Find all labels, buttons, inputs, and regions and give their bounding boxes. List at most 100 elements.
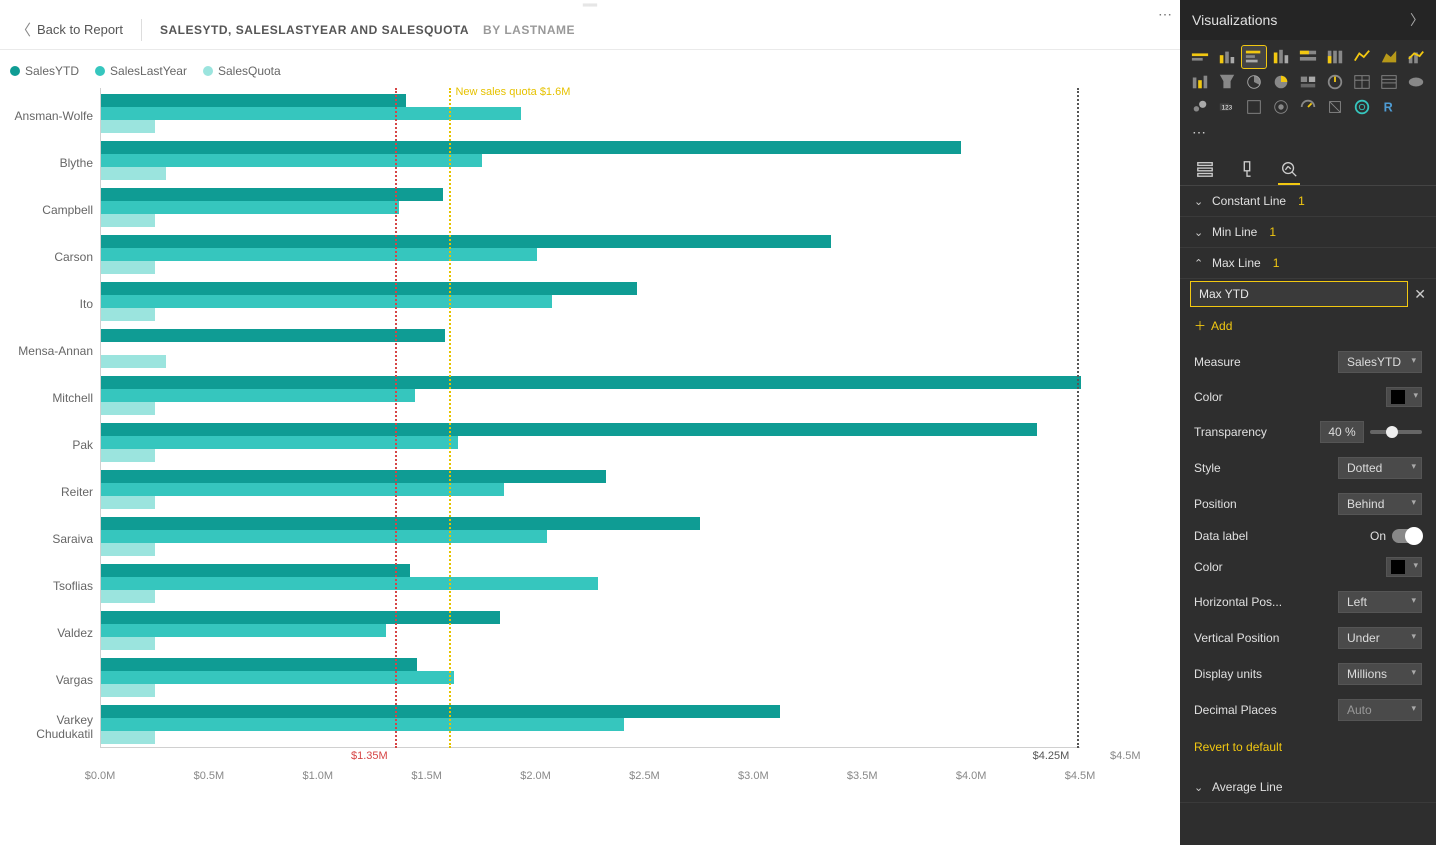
max-line-section[interactable]: ⌃ Max Line 1 [1180, 248, 1436, 279]
viz-type-icon[interactable] [1404, 71, 1428, 93]
bar[interactable] [101, 402, 155, 415]
bar[interactable] [101, 530, 547, 543]
bar[interactable] [101, 658, 417, 671]
bar[interactable] [101, 436, 458, 449]
viz-type-icon[interactable] [1188, 46, 1212, 68]
bar[interactable] [101, 449, 155, 462]
legend-item[interactable]: SalesLastYear [95, 64, 187, 78]
viz-type-icon[interactable] [1188, 71, 1212, 93]
units-dropdown[interactable]: Millions [1338, 663, 1422, 685]
bar[interactable] [101, 308, 155, 321]
viz-type-icon[interactable] [1269, 71, 1293, 93]
viz-type-icon[interactable] [1350, 46, 1374, 68]
bar[interactable] [101, 684, 155, 697]
bar[interactable] [101, 201, 399, 214]
style-dropdown[interactable]: Dotted [1338, 457, 1422, 479]
viz-type-icon[interactable] [1377, 46, 1401, 68]
viz-type-icon[interactable] [1242, 46, 1266, 68]
bar[interactable] [101, 141, 961, 154]
bar[interactable] [101, 543, 155, 556]
bar[interactable] [101, 188, 443, 201]
bar[interactable] [101, 517, 700, 530]
bar[interactable] [101, 282, 637, 295]
decimals-dropdown[interactable]: Auto [1338, 699, 1422, 721]
viz-type-icon[interactable] [1215, 46, 1239, 68]
add-line-button[interactable]: ＋ Add [1190, 315, 1426, 344]
viz-type-icon[interactable] [1350, 96, 1374, 118]
viz-type-icon[interactable] [1296, 96, 1320, 118]
transparency-value[interactable]: 40 % [1320, 421, 1364, 443]
position-dropdown[interactable]: Behind [1338, 493, 1422, 515]
viz-type-icon[interactable] [1242, 71, 1266, 93]
viz-more-icon[interactable]: ⋯ [1180, 122, 1436, 147]
legend-item[interactable]: SalesQuota [203, 64, 281, 78]
hpos-dropdown[interactable]: Left [1338, 591, 1422, 613]
viz-type-icon[interactable] [1350, 71, 1374, 93]
viz-type-icon[interactable] [1377, 71, 1401, 93]
analytics-tab[interactable] [1278, 155, 1300, 185]
bar[interactable] [101, 590, 155, 603]
panel-header[interactable]: Visualizations 〉 [1180, 0, 1436, 40]
bar[interactable] [101, 107, 521, 120]
viz-type-icon[interactable] [1323, 71, 1347, 93]
panel-expand-icon[interactable]: 〉 [1410, 10, 1424, 30]
bar[interactable] [101, 577, 598, 590]
viz-type-icon[interactable] [1269, 46, 1293, 68]
bar[interactable] [101, 483, 504, 496]
min-line-section[interactable]: ⌄ Min Line 1 [1180, 217, 1436, 248]
bar[interactable] [101, 261, 155, 274]
viz-type-icon[interactable] [1296, 71, 1320, 93]
bar[interactable] [101, 214, 155, 227]
viz-type-icon[interactable] [1269, 96, 1293, 118]
bar[interactable] [101, 120, 155, 133]
back-to-report-button[interactable]: 〈 Back to Report [16, 10, 141, 49]
bar[interactable] [101, 295, 552, 308]
bar[interactable] [101, 564, 410, 577]
remove-line-icon[interactable]: ✕ [1414, 286, 1426, 303]
legend-item[interactable]: SalesYTD [10, 64, 79, 78]
bar[interactable] [101, 376, 1081, 389]
viz-type-icon[interactable]: R [1377, 96, 1401, 118]
bar[interactable] [101, 705, 780, 718]
datalabel-toggle[interactable] [1392, 529, 1422, 543]
bar[interactable] [101, 624, 386, 637]
viz-type-icon[interactable] [1215, 71, 1239, 93]
bar[interactable] [101, 355, 166, 368]
bar[interactable] [101, 423, 1037, 436]
bar[interactable] [101, 167, 166, 180]
datalabel-color-picker[interactable] [1386, 557, 1422, 577]
measure-dropdown[interactable]: SalesYTD [1338, 351, 1422, 373]
chart-row: Ito [101, 282, 1081, 326]
viz-type-icon[interactable] [1323, 96, 1347, 118]
bar[interactable] [101, 611, 500, 624]
bar[interactable] [101, 389, 415, 402]
viz-type-icon[interactable]: 123 [1215, 96, 1239, 118]
bar[interactable] [101, 637, 155, 650]
bar[interactable] [101, 329, 445, 342]
viz-type-icon[interactable] [1188, 96, 1212, 118]
transparency-slider[interactable] [1370, 430, 1422, 434]
format-tab[interactable] [1236, 155, 1258, 185]
bar[interactable] [101, 718, 624, 731]
bar[interactable] [101, 154, 482, 167]
constant-line-section[interactable]: ⌄ Constant Line 1 [1180, 186, 1436, 217]
more-options-icon[interactable]: ⋯ [1158, 6, 1172, 23]
bar[interactable] [101, 235, 831, 248]
vpos-dropdown[interactable]: Under [1338, 627, 1422, 649]
viz-type-icon[interactable] [1323, 46, 1347, 68]
drag-handle[interactable]: ══ [0, 0, 1180, 10]
line-name-input[interactable] [1190, 281, 1408, 307]
average-line-section[interactable]: ⌄ Average Line [1180, 772, 1436, 803]
viz-type-icon[interactable] [1296, 46, 1320, 68]
bar[interactable] [101, 496, 155, 509]
fields-tab[interactable] [1194, 155, 1216, 185]
viz-type-icon[interactable] [1404, 46, 1428, 68]
bar[interactable] [101, 731, 155, 744]
line-color-picker[interactable] [1386, 387, 1422, 407]
bar[interactable] [101, 470, 606, 483]
bar[interactable] [101, 671, 454, 684]
revert-default-button[interactable]: Revert to default [1190, 728, 1426, 766]
bar[interactable] [101, 94, 406, 107]
bar[interactable] [101, 248, 537, 261]
viz-type-icon[interactable] [1242, 96, 1266, 118]
